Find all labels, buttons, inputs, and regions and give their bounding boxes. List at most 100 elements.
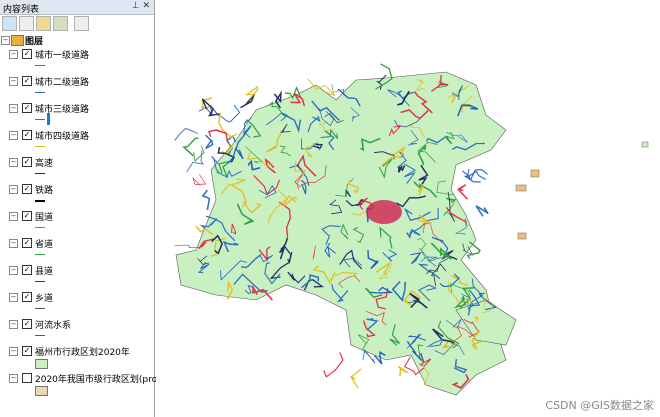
expand-button[interactable]: − (9, 239, 18, 248)
road (434, 343, 465, 356)
visibility-checkbox[interactable]: ✓ (22, 238, 32, 248)
expand-button[interactable]: − (9, 50, 18, 59)
expand-button[interactable]: − (9, 293, 18, 302)
visibility-checkbox[interactable]: ✓ (22, 292, 32, 302)
visibility-checkbox[interactable]: ✓ (22, 76, 32, 86)
island (530, 169, 540, 178)
legend-symbol (35, 227, 45, 228)
road (284, 86, 302, 100)
expand-button[interactable]: − (9, 374, 18, 383)
visibility-checkbox[interactable]: ✓ (22, 157, 32, 167)
expand-button[interactable]: − (9, 212, 18, 221)
road (459, 287, 474, 309)
fuzhou-region (175, 71, 507, 396)
road (324, 242, 336, 258)
road (378, 263, 392, 279)
collapse-button[interactable]: − (1, 36, 10, 45)
road (347, 179, 360, 194)
road (236, 203, 255, 226)
visibility-checkbox[interactable]: ✓ (22, 184, 32, 194)
road (467, 169, 488, 181)
layer-name: 铁路 (35, 186, 54, 196)
road (182, 137, 199, 157)
expand-button[interactable]: − (9, 320, 18, 329)
layer-row: − ✓ 城市一级道路 (0, 48, 154, 74)
legend-symbol (35, 386, 48, 396)
expand-button[interactable]: − (9, 266, 18, 275)
layer-row: − ✓ 河流水系 (0, 318, 154, 344)
expand-button[interactable]: − (9, 131, 18, 140)
road (373, 350, 386, 365)
visibility-checkbox[interactable]: ✓ (22, 319, 32, 329)
road (418, 284, 438, 302)
road (406, 341, 425, 363)
road (319, 108, 335, 127)
road (197, 261, 210, 273)
expand-button[interactable]: − (9, 158, 18, 167)
road (482, 297, 494, 314)
road (367, 250, 379, 270)
pin-close[interactable]: ⊥ ✕ (131, 1, 150, 11)
road (450, 282, 471, 297)
legend-symbol (35, 146, 45, 147)
road (389, 324, 401, 346)
toc-panel: 内容列表 ⊥ ✕ − 图层 − ✓ 城市一级道路 − ✓ 城市二级道路 − ✓ 城市三级道路 − ✓… (0, 0, 165, 417)
road (418, 164, 429, 185)
road (313, 143, 323, 150)
road (269, 251, 293, 280)
island (641, 141, 649, 148)
legend-symbol (35, 92, 45, 93)
road (300, 165, 327, 186)
road (414, 91, 433, 114)
road (283, 194, 298, 207)
road (436, 180, 455, 196)
list-by-drawing-order[interactable] (2, 16, 17, 31)
road (231, 223, 237, 235)
road (420, 256, 438, 267)
visibility-checkbox[interactable]: ✓ (22, 103, 32, 113)
road (403, 207, 431, 222)
list-by-selection[interactable] (53, 16, 68, 31)
legend-symbol (47, 113, 50, 125)
road (294, 173, 304, 190)
road (205, 134, 214, 150)
road (445, 131, 455, 143)
visibility-checkbox[interactable]: ✓ (22, 130, 32, 140)
expand-button[interactable]: − (9, 185, 18, 194)
layer-row: − ✓ 国道 (0, 210, 154, 236)
road (324, 112, 344, 124)
road (193, 145, 205, 162)
layer-row: − ✓ 高速 (0, 156, 154, 182)
list-by-source[interactable] (19, 16, 34, 31)
visibility-checkbox[interactable]: ✓ (22, 265, 32, 275)
road (381, 146, 406, 167)
options[interactable] (74, 16, 89, 31)
road (217, 146, 236, 163)
expand-button[interactable]: − (9, 104, 18, 113)
road (267, 101, 286, 118)
road (397, 151, 407, 168)
road (450, 325, 473, 344)
visibility-checkbox[interactable]: ✓ (22, 211, 32, 221)
road (331, 284, 349, 303)
road (391, 281, 406, 302)
road (425, 135, 453, 145)
road (198, 238, 215, 249)
road (186, 150, 205, 173)
visibility-checkbox[interactable] (22, 373, 32, 383)
road (279, 145, 292, 157)
road (334, 271, 359, 278)
visibility-checkbox[interactable]: ✓ (22, 346, 32, 356)
road (266, 132, 282, 153)
island (515, 184, 527, 192)
road (311, 100, 340, 121)
list-by-visibility[interactable] (36, 16, 51, 31)
road (240, 253, 262, 269)
road (467, 289, 481, 316)
road (445, 206, 467, 224)
visibility-checkbox[interactable]: ✓ (22, 49, 32, 59)
layer-row: − ✓ 城市二级道路 (0, 75, 154, 101)
root-label: 图层 (25, 37, 44, 47)
expand-button[interactable]: − (9, 347, 18, 356)
expand-button[interactable]: − (9, 77, 18, 86)
